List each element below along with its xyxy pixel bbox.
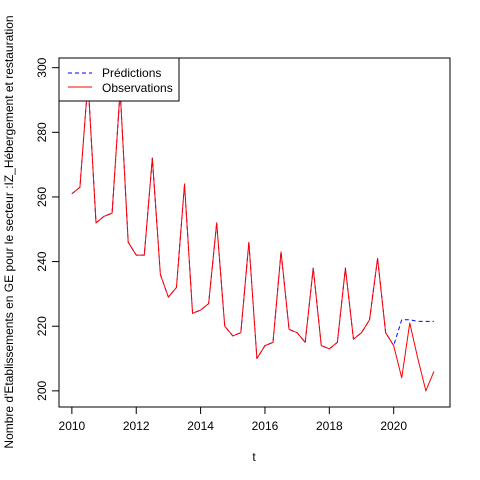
series-line-observations xyxy=(71,80,435,392)
y-tick-label: 220 xyxy=(35,316,49,336)
axes-group: 2010 2012 2014 2016 2018 2020 200 220 240 260 280 3… xyxy=(35,57,407,433)
y-tick-label: 260 xyxy=(35,187,49,207)
legend: Prédictions Observations xyxy=(58,57,180,102)
y-tick-label: 300 xyxy=(35,57,49,77)
x-tick-label: 2014 xyxy=(187,419,214,433)
y-axis-label: Nombre d'Etablissements en GE pour le se… xyxy=(2,15,16,448)
x-tick-label: 2012 xyxy=(123,419,150,433)
x-tick-label: 2016 xyxy=(252,419,279,433)
y-tick-label: 240 xyxy=(35,251,49,271)
plot-frame xyxy=(58,57,451,408)
y-tick-label: 200 xyxy=(35,381,49,401)
x-tick-label: 2020 xyxy=(380,419,407,433)
legend-label-observations: Observations xyxy=(102,81,173,95)
legend-label-predictions: Prédictions xyxy=(102,66,161,80)
x-axis-label: t xyxy=(252,450,256,464)
y-tick-label: 280 xyxy=(35,122,49,142)
x-tick-label: 2010 xyxy=(59,419,86,433)
plot-lines xyxy=(71,80,435,392)
x-tick-label: 2018 xyxy=(316,419,343,433)
legend-box xyxy=(58,57,180,102)
